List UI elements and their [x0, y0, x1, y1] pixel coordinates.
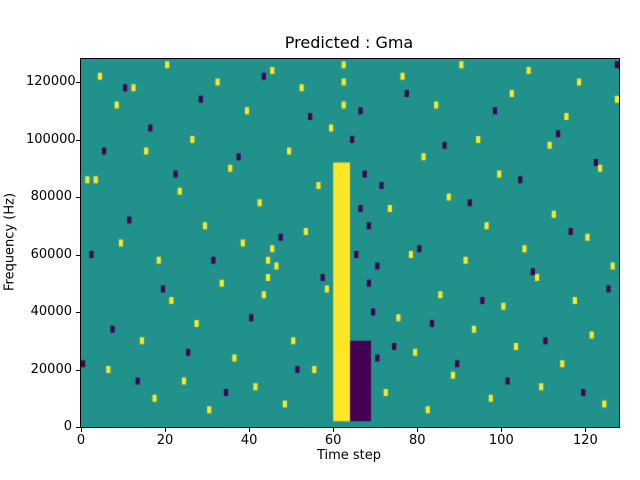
- y-tick-label: 20000: [30, 361, 72, 377]
- y-tick-label: 100000: [26, 131, 76, 147]
- y-tick-label: 60000: [30, 246, 72, 262]
- x-tick-label: 0: [76, 433, 86, 448]
- y-tick-label: 0: [63, 419, 72, 434]
- x-tick-mark: [165, 428, 167, 432]
- chart-title: Predicted : Gma: [284, 33, 414, 52]
- y-tick-mark: [76, 254, 80, 256]
- y-tick-label: 80000: [30, 189, 72, 204]
- x-tick-label: 40: [240, 433, 258, 448]
- y-tick-label: 120000: [26, 74, 76, 89]
- x-axis-label: Time step: [316, 448, 382, 463]
- plot-area: [80, 58, 620, 428]
- heatmap-canvas: [81, 59, 619, 427]
- y-tick-mark: [76, 312, 80, 313]
- x-tick-label: 60: [324, 433, 342, 448]
- x-tick-label: 100: [488, 433, 514, 448]
- x-tick-mark: [81, 428, 82, 432]
- y-axis-label: Frequency (Hz): [2, 192, 18, 292]
- x-tick-label: 20: [156, 433, 174, 448]
- y-tick-mark: [76, 139, 80, 141]
- y-tick-mark: [76, 82, 80, 83]
- y-tick-label: 40000: [30, 304, 72, 319]
- x-tick-label: 120: [572, 433, 598, 448]
- x-tick-mark: [501, 428, 503, 432]
- x-tick-mark: [333, 428, 335, 432]
- y-tick-mark: [76, 427, 80, 428]
- x-tick-mark: [417, 428, 419, 432]
- x-tick-mark: [249, 428, 251, 432]
- x-tick-mark: [585, 428, 587, 432]
- y-tick-mark: [76, 369, 80, 371]
- y-tick-mark: [76, 197, 80, 198]
- x-tick-label: 80: [408, 433, 426, 448]
